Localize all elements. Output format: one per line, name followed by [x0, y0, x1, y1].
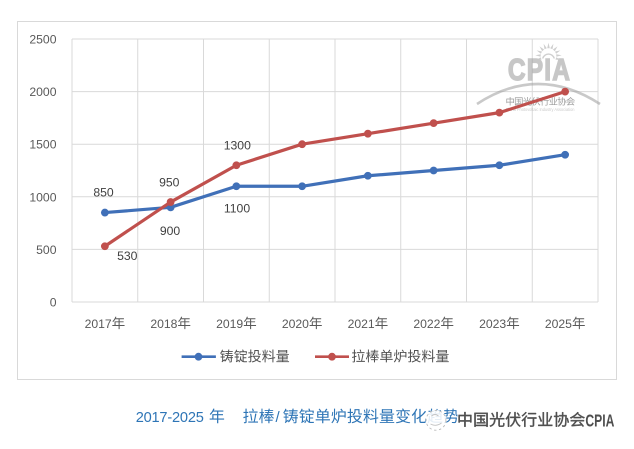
svg-text:China Photovoltaic Industry As: China Photovoltaic Industry Association [506, 107, 575, 112]
svg-text:530: 530 [117, 249, 138, 263]
svg-text:2025: 2025 [545, 317, 572, 331]
svg-text:CPIA: CPIA [585, 411, 614, 431]
svg-text:2018: 2018 [150, 317, 177, 331]
svg-text:1300: 1300 [224, 138, 251, 152]
svg-text:2023: 2023 [479, 317, 506, 331]
svg-text:2021: 2021 [348, 317, 375, 331]
svg-text:2019: 2019 [216, 317, 243, 331]
svg-text:2000: 2000 [29, 85, 56, 99]
svg-text:1500: 1500 [29, 138, 56, 152]
svg-text:2017: 2017 [85, 317, 112, 331]
svg-text:850: 850 [93, 185, 114, 199]
svg-text:CPIA: CPIA [508, 52, 571, 86]
svg-text:900: 900 [160, 224, 181, 238]
svg-text:1100: 1100 [224, 201, 250, 215]
svg-text:2500: 2500 [29, 33, 56, 47]
svg-text:500: 500 [36, 243, 57, 257]
svg-text:/: / [276, 409, 281, 426]
svg-text:1000: 1000 [29, 190, 56, 204]
svg-text:2022: 2022 [413, 317, 440, 331]
svg-text:2020: 2020 [282, 317, 309, 331]
svg-text:950: 950 [159, 175, 180, 189]
svg-text:2017-2025: 2017-2025 [136, 410, 204, 426]
svg-text:0: 0 [50, 296, 57, 310]
